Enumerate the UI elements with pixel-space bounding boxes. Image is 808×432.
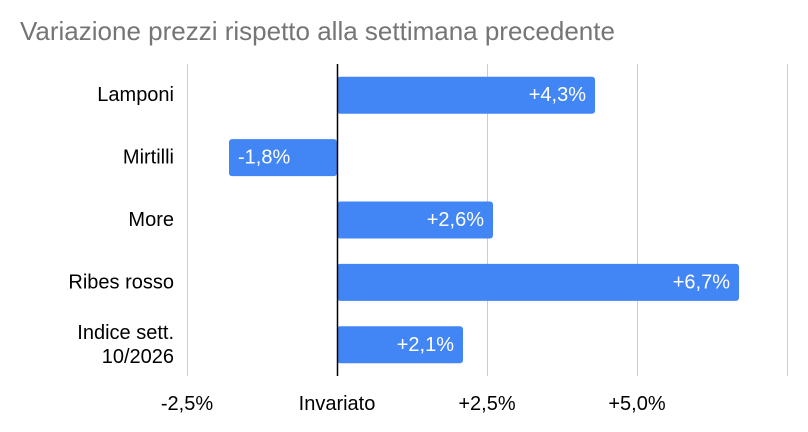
category-label: Indice sett. 10/2026 bbox=[77, 322, 174, 368]
category-label-line: 10/2026 bbox=[102, 346, 174, 368]
x-tick-label: +2,5% bbox=[458, 393, 515, 415]
bar-value-label: +2,1% bbox=[397, 334, 454, 356]
category-label-line: Mirtilli bbox=[123, 147, 174, 169]
chart-title: Variazione prezzi rispetto alla settiman… bbox=[20, 16, 615, 46]
bar-value-label: +4,3% bbox=[529, 84, 586, 106]
bar-layer bbox=[229, 76, 739, 364]
x-tick-label: -2,5% bbox=[161, 393, 213, 415]
category-label: Ribes rosso bbox=[68, 271, 174, 293]
bar-value-label: -1,8% bbox=[238, 147, 290, 169]
category-label: More bbox=[128, 209, 174, 231]
x-tick-label: Invariato bbox=[299, 393, 376, 415]
category-label: Lamponi bbox=[97, 84, 174, 106]
category-label-line: Ribes rosso bbox=[68, 271, 174, 293]
bar bbox=[337, 201, 493, 239]
category-label-line: More bbox=[128, 209, 174, 231]
bar bbox=[337, 76, 595, 114]
category-label: Mirtilli bbox=[123, 147, 174, 169]
category-label-line: Indice sett. bbox=[77, 322, 174, 344]
bar-value-label: +2,6% bbox=[427, 209, 484, 231]
bar bbox=[337, 263, 739, 301]
category-label-line: Lamponi bbox=[97, 84, 174, 106]
label-layer: +4,3% Lamponi -1,8% Mirtilli +2,6% More +6,7% R… bbox=[68, 84, 730, 415]
bar-value-label: +6,7% bbox=[673, 271, 730, 293]
bar bbox=[229, 139, 337, 177]
x-tick-label: +5,0% bbox=[608, 393, 665, 415]
bar bbox=[337, 326, 463, 364]
